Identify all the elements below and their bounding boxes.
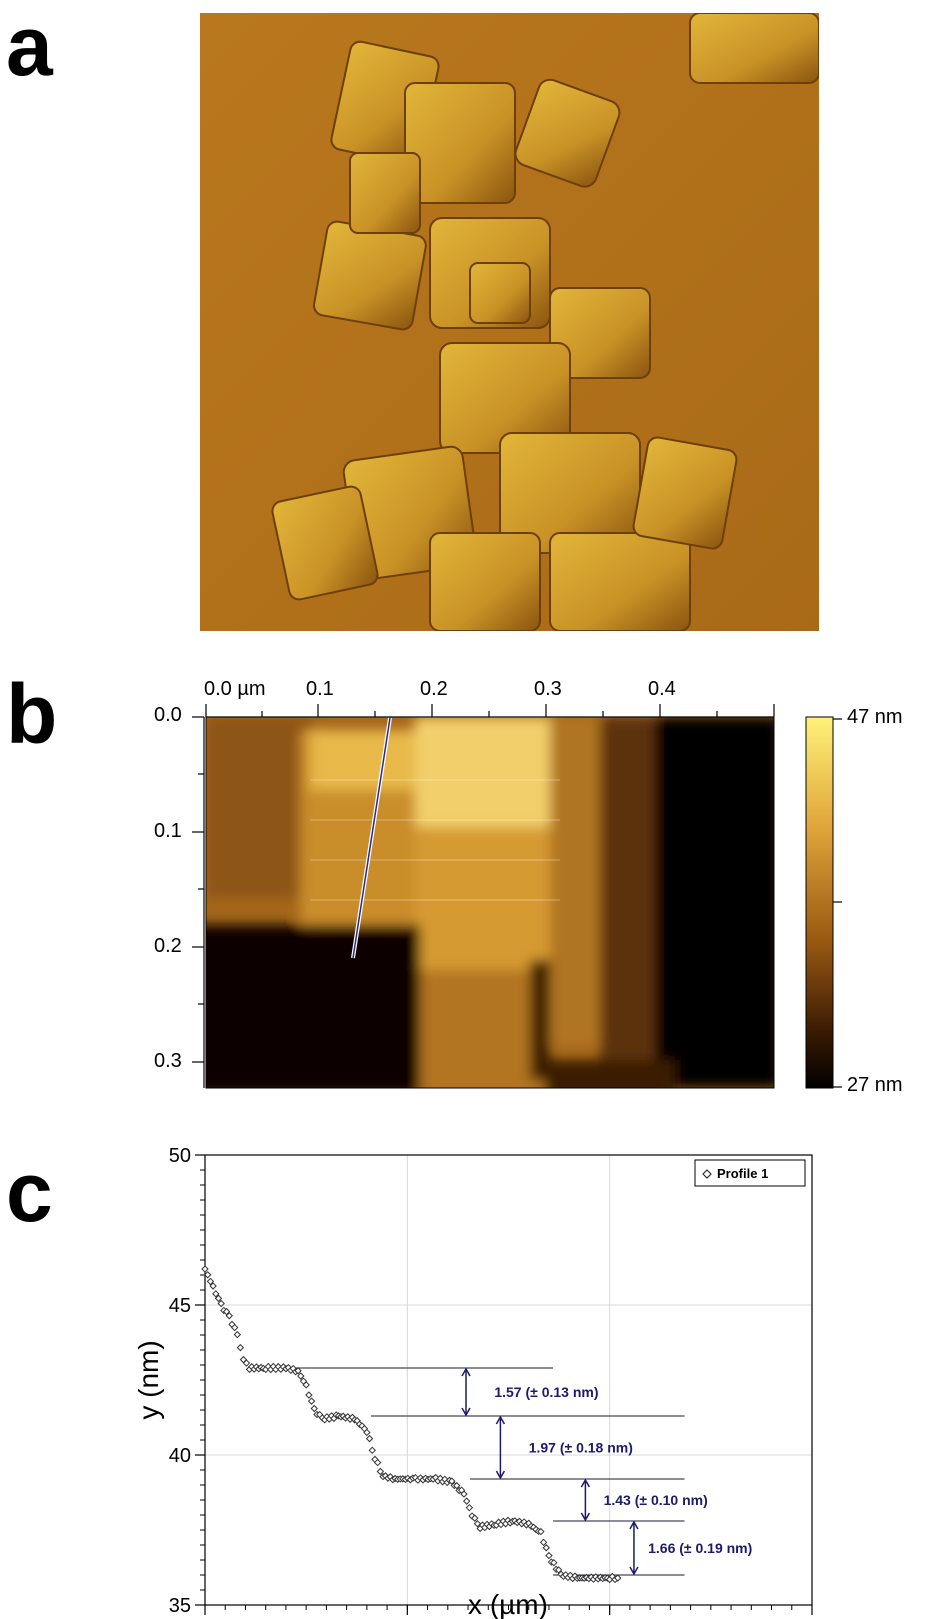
- y-tick-label: 40: [169, 1445, 191, 1467]
- height-map: [206, 717, 774, 1088]
- profile-point: [307, 1397, 316, 1405]
- profile-point: [473, 1520, 482, 1528]
- step-height-label: 1.43 (± 0.10 nm): [604, 1492, 708, 1508]
- profile-point: [310, 1404, 318, 1413]
- legend-entry-profile-1: Profile 1: [717, 1166, 768, 1181]
- profile-point: [471, 1514, 479, 1522]
- plot-frame: [204, 1154, 813, 1606]
- arrow-up-icon: [461, 1367, 471, 1377]
- profile-point: [545, 1551, 553, 1560]
- profile-point: [294, 1367, 302, 1375]
- arrow-up-icon: [629, 1520, 639, 1530]
- colorbar-min-label: 27 nm: [847, 1074, 903, 1096]
- profile-point: [539, 1538, 548, 1547]
- profile-point: [230, 1323, 239, 1332]
- y-axis-label: y (nm): [133, 1340, 164, 1419]
- arrow-up-icon: [580, 1478, 591, 1488]
- profile-point: [460, 1490, 468, 1498]
- b-x-tick-3: 0.3: [534, 678, 562, 700]
- profile-point: [236, 1343, 245, 1352]
- b-x-tick-1: 0.1: [306, 678, 334, 700]
- profile-point: [233, 1330, 242, 1339]
- profile-point: [537, 1527, 545, 1536]
- profile-point: [305, 1391, 313, 1399]
- chart-grid: [205, 1155, 812, 1605]
- profile-point: [242, 1359, 251, 1367]
- arrow-up-icon: [495, 1415, 506, 1425]
- arrow-down-icon: [495, 1470, 506, 1480]
- profile-point: [373, 1458, 382, 1467]
- crystal-aggregate-picture: [200, 12, 820, 632]
- profile-point: [225, 1312, 233, 1320]
- y-tick-label: 45: [169, 1295, 191, 1317]
- profile-point: [217, 1299, 225, 1308]
- b-x-tick-0: 0.0 µm: [204, 678, 266, 700]
- panel-a-label: a: [6, 0, 53, 93]
- topography-panel: [192, 704, 842, 1089]
- profile-point: [363, 1428, 371, 1437]
- colorbar: [805, 716, 834, 1089]
- step-height-label: 1.57 (± 0.13 nm): [494, 1384, 598, 1400]
- profile-point: [614, 1574, 622, 1582]
- step-height-label: 1.97 (± 0.18 nm): [529, 1440, 633, 1456]
- profile-point: [214, 1294, 223, 1303]
- b-x-tick-4: 0.4: [648, 678, 676, 700]
- profile-point: [206, 1277, 215, 1286]
- profile-point: [368, 1446, 376, 1455]
- profile-point: [465, 1503, 474, 1512]
- profile-point: [209, 1282, 217, 1290]
- profile-point: [376, 1467, 385, 1476]
- profile-point: [550, 1558, 558, 1567]
- profile-point: [201, 1265, 209, 1273]
- arrow-down-icon: [461, 1407, 471, 1417]
- b-y-tick-0: 0.0: [154, 704, 182, 726]
- profile-point: [222, 1307, 231, 1316]
- profile-point: [365, 1434, 374, 1443]
- b-y-tick-3: 0.3: [154, 1050, 182, 1072]
- legend: Profile 1: [694, 1159, 806, 1187]
- profile-point: [302, 1381, 310, 1389]
- panel-b-label: b: [6, 667, 58, 761]
- profile-point: [203, 1271, 212, 1279]
- step-height-label: 1.66 (± 0.19 nm): [648, 1540, 752, 1556]
- y-tick-label: 35: [169, 1595, 191, 1617]
- y-tick-label: 50: [169, 1145, 191, 1167]
- legend-diamond-icon: [702, 1169, 712, 1179]
- panel-c-label: c: [6, 1145, 53, 1239]
- x-axis-label: x (µm): [468, 1589, 548, 1619]
- colorbar-max-label: 47 nm: [847, 706, 903, 728]
- b-y-tick-2: 0.2: [154, 935, 182, 957]
- profile-markers: [201, 1265, 622, 1584]
- profile-point: [554, 1566, 563, 1574]
- profile-point: [542, 1544, 550, 1552]
- arrow-down-icon: [580, 1512, 591, 1522]
- arrow-down-icon: [629, 1566, 639, 1576]
- height-profile-chart: 0.000.100.200.3035404550 1.57 (± 0.13 nm…: [133, 1145, 813, 1619]
- b-x-tick-2: 0.2: [420, 678, 448, 700]
- afm-amplitude-image: [200, 12, 820, 632]
- profile-point: [448, 1477, 456, 1485]
- profile-point: [297, 1372, 305, 1380]
- profile-point: [452, 1481, 461, 1490]
- b-y-tick-1: 0.1: [154, 820, 182, 842]
- profile-point: [462, 1497, 471, 1505]
- profile-point: [212, 1290, 220, 1298]
